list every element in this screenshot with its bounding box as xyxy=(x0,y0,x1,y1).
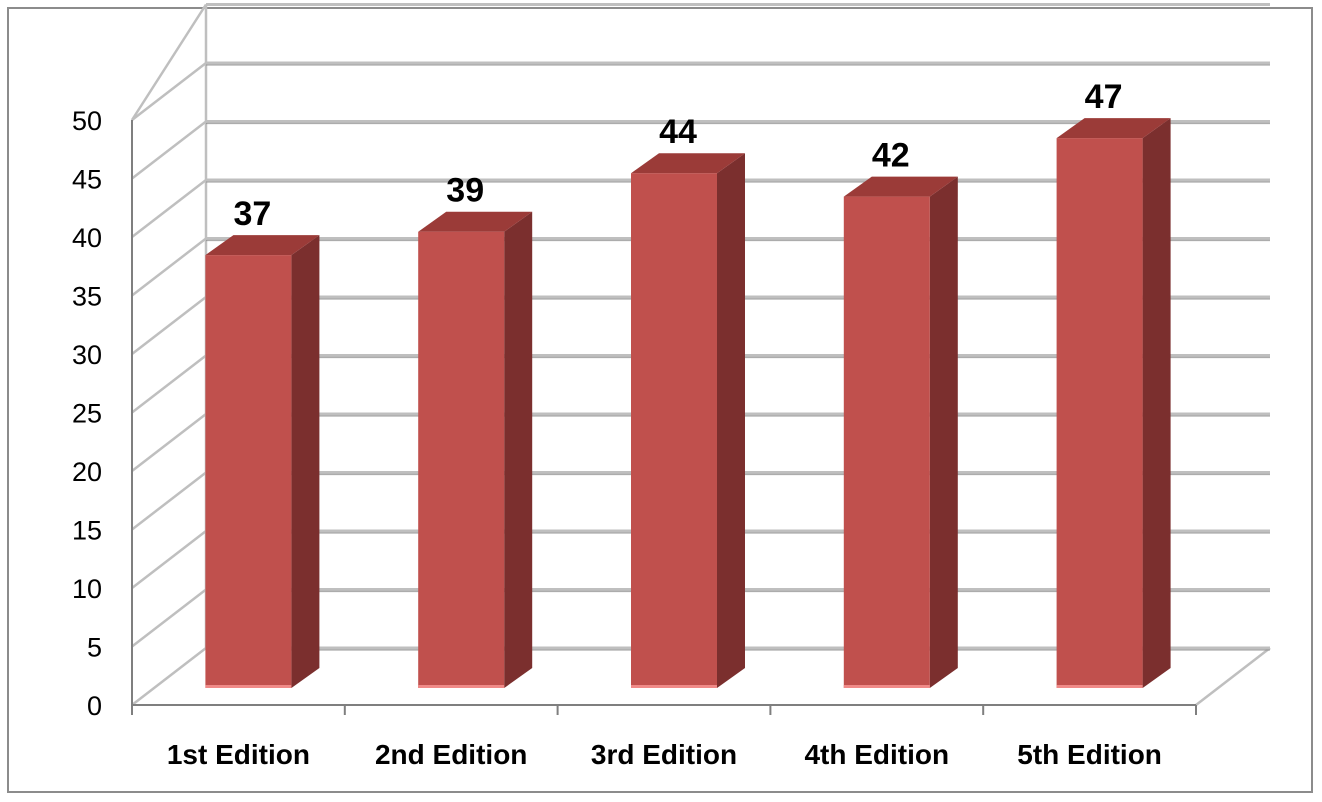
y-tick-label: 5 xyxy=(87,633,102,663)
bar-top xyxy=(843,176,958,197)
gridline-side-0 xyxy=(131,647,207,706)
gridline-side-10 xyxy=(131,530,207,589)
data-label: 39 xyxy=(446,172,484,210)
bar xyxy=(1056,118,1171,689)
gridline-side-25 xyxy=(131,354,207,414)
y-tick-label: 0 xyxy=(87,691,102,721)
y-tick-label: 10 xyxy=(72,574,102,604)
category-label: 3rd Edition xyxy=(591,739,737,770)
bar-top xyxy=(418,211,533,232)
data-label: 44 xyxy=(659,113,697,151)
gridline-side-35 xyxy=(131,237,207,297)
gridline-side-30 xyxy=(131,296,207,355)
bar-side xyxy=(504,211,533,688)
bar-base xyxy=(843,685,930,688)
bar-top xyxy=(205,235,320,256)
y-tick-label: 30 xyxy=(72,340,102,370)
bars xyxy=(205,118,1171,689)
bar-base xyxy=(1056,685,1143,688)
data-label: 47 xyxy=(1085,78,1123,116)
y-tick-label: 40 xyxy=(72,223,102,253)
bar-side xyxy=(291,235,320,688)
y-tick-label: 45 xyxy=(72,165,102,195)
bar-base xyxy=(205,685,292,688)
bar-side xyxy=(929,176,958,688)
axes xyxy=(131,120,1196,706)
bar-front xyxy=(631,173,717,688)
y-tick-label: 25 xyxy=(72,399,102,429)
gridline-side-top xyxy=(130,3,208,121)
bar-side xyxy=(717,153,745,688)
bar-side xyxy=(1142,118,1171,689)
gridline-side-20 xyxy=(131,413,207,472)
gridline-side-45 xyxy=(131,120,207,180)
bar-base xyxy=(418,685,505,688)
bar xyxy=(843,176,958,688)
gridline-side-40 xyxy=(131,179,207,238)
bar-front xyxy=(418,231,505,688)
category-label: 4th Edition xyxy=(804,739,949,770)
bar xyxy=(631,153,745,688)
bar-top xyxy=(631,153,745,174)
gridline-side-5 xyxy=(131,588,207,648)
bar-top xyxy=(1056,118,1171,139)
gridline-side-15 xyxy=(131,471,207,531)
data-label: 42 xyxy=(872,137,910,175)
category-label: 5th Edition xyxy=(1017,739,1162,770)
bar-base xyxy=(631,685,717,688)
bar xyxy=(418,211,533,688)
x-axis-ticks xyxy=(131,705,1197,715)
data-label: 37 xyxy=(233,195,271,233)
y-tick-label: 15 xyxy=(72,516,102,546)
gridline-side-50 xyxy=(131,62,207,121)
y-axis-ticks: 0 5 10 15 20 25 30 35 40 45 50 xyxy=(72,106,102,721)
y-tick-label: 35 xyxy=(72,282,102,312)
category-label: 2nd Edition xyxy=(375,739,527,770)
category-label: 1st Edition xyxy=(167,739,310,770)
data-labels: 37 39 44 42 47 xyxy=(233,78,1122,233)
y-tick-label: 50 xyxy=(72,106,102,136)
category-labels: 1st Edition 2nd Edition 3rd Edition 4th Edi… xyxy=(167,739,1162,770)
bar-front xyxy=(205,255,292,688)
y-tick-label: 20 xyxy=(72,457,102,487)
floor-right-edge xyxy=(1195,647,1271,706)
bar-front xyxy=(843,196,930,688)
bar-front xyxy=(1056,138,1143,689)
bar xyxy=(205,235,320,688)
